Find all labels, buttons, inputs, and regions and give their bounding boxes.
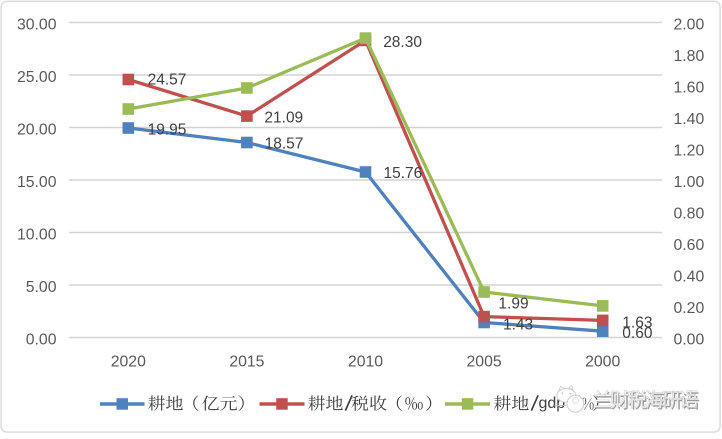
svg-text:15.00: 15.00 — [17, 174, 57, 191]
svg-text:0.60: 0.60 — [622, 325, 653, 342]
svg-text:25.00: 25.00 — [17, 69, 57, 86]
svg-text:15.76: 15.76 — [384, 165, 423, 182]
svg-text:20.00: 20.00 — [17, 121, 57, 138]
svg-text:28.30: 28.30 — [383, 34, 422, 51]
svg-text:0.00: 0.00 — [674, 331, 705, 348]
svg-text:2020: 2020 — [111, 354, 146, 371]
svg-text:21.09: 21.09 — [264, 110, 303, 127]
svg-text:2015: 2015 — [229, 354, 264, 371]
svg-text:0.80: 0.80 — [674, 205, 705, 222]
svg-text:0.40: 0.40 — [674, 268, 705, 285]
svg-text:24.57: 24.57 — [148, 72, 187, 89]
svg-text:0.60: 0.60 — [674, 237, 705, 254]
svg-text:2000: 2000 — [585, 354, 620, 371]
svg-text:1.99: 1.99 — [498, 296, 528, 313]
svg-text:18.57: 18.57 — [265, 136, 304, 153]
svg-text:1.63: 1.63 — [622, 315, 652, 332]
svg-text:1.00: 1.00 — [674, 174, 705, 191]
svg-text:2005: 2005 — [467, 354, 502, 371]
svg-text:1.60: 1.60 — [674, 79, 705, 96]
svg-text:5.00: 5.00 — [26, 279, 57, 296]
svg-text:19.95: 19.95 — [148, 122, 187, 139]
svg-text:2.00: 2.00 — [674, 16, 705, 33]
svg-text:0.00: 0.00 — [26, 331, 57, 348]
svg-text:0.20: 0.20 — [674, 300, 705, 317]
svg-text:1.20: 1.20 — [674, 142, 705, 159]
svg-text:2010: 2010 — [348, 354, 383, 371]
svg-text:10.00: 10.00 — [17, 226, 57, 243]
svg-text:1.40: 1.40 — [674, 111, 705, 128]
svg-text:1.43: 1.43 — [503, 316, 533, 333]
svg-text:30.00: 30.00 — [17, 16, 57, 33]
svg-text:1.80: 1.80 — [674, 48, 705, 65]
